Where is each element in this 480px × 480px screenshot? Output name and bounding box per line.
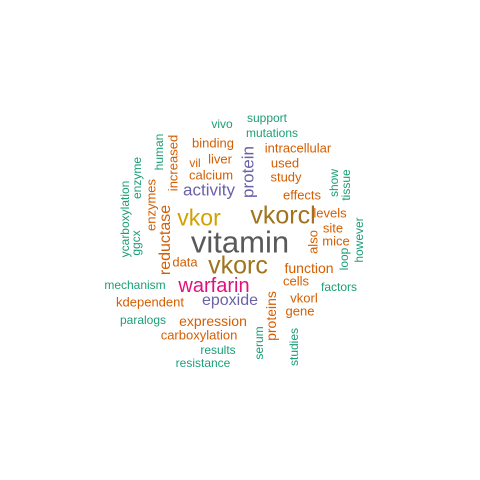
word-activity: activity bbox=[183, 180, 235, 200]
word-serum: serum bbox=[252, 326, 266, 360]
word-results: results bbox=[200, 343, 236, 357]
word-proteins: proteins bbox=[263, 291, 279, 341]
word-resistance: resistance bbox=[175, 356, 231, 370]
word-liver: liver bbox=[208, 151, 232, 167]
word-data: data bbox=[172, 254, 198, 270]
word-used: used bbox=[270, 155, 300, 171]
word-carboxylation: carboxylation bbox=[160, 327, 238, 343]
word-vil: vil bbox=[189, 156, 201, 170]
word-kdependent: kdependent bbox=[116, 294, 184, 310]
word-warfarin: warfarin bbox=[178, 275, 250, 297]
word-factors: factors bbox=[320, 280, 358, 294]
word-human: human bbox=[152, 133, 166, 171]
word-vkorc: vkorc bbox=[208, 251, 268, 280]
word-mechanism: mechanism bbox=[104, 278, 166, 292]
word-gene: gene bbox=[285, 303, 315, 319]
word-study: study bbox=[270, 169, 302, 185]
word-vkorl: vkorl bbox=[290, 290, 318, 306]
word-intracellular: intracellular bbox=[264, 140, 332, 156]
word-studies: studies bbox=[287, 327, 301, 367]
word-enzymes: enzymes bbox=[143, 178, 159, 232]
word-paralogs: paralogs bbox=[119, 313, 167, 327]
word-binding: binding bbox=[192, 135, 234, 151]
word-also: also bbox=[305, 230, 321, 254]
word-ggcx: ggcx bbox=[129, 230, 143, 256]
word-vkor: vkor bbox=[177, 204, 221, 231]
word-site: site bbox=[322, 220, 344, 236]
word-protein: protein bbox=[238, 146, 258, 198]
word-levels: levels bbox=[313, 205, 347, 221]
word-support: support bbox=[246, 111, 288, 125]
word-vitamin: vitamin bbox=[190, 224, 290, 260]
word-mutations: mutations bbox=[245, 126, 299, 140]
word-loop: loop bbox=[337, 247, 351, 271]
word-effects: effects bbox=[282, 187, 322, 203]
word-expression: expression bbox=[179, 313, 247, 329]
word-enzyme: enzyme bbox=[130, 156, 144, 200]
word-however: however bbox=[352, 217, 366, 263]
word-vkorcl: vkorcl bbox=[250, 201, 316, 230]
word-mice: mice bbox=[322, 233, 350, 249]
word-increased: increased bbox=[165, 134, 181, 192]
word-cells: cells bbox=[282, 273, 310, 289]
word-epoxide: epoxide bbox=[201, 292, 259, 309]
word-calcium: calcium bbox=[188, 167, 234, 183]
word-function: function bbox=[284, 260, 334, 276]
word-tissue: tissue bbox=[339, 169, 353, 201]
word-vivo: vivo bbox=[211, 117, 233, 131]
